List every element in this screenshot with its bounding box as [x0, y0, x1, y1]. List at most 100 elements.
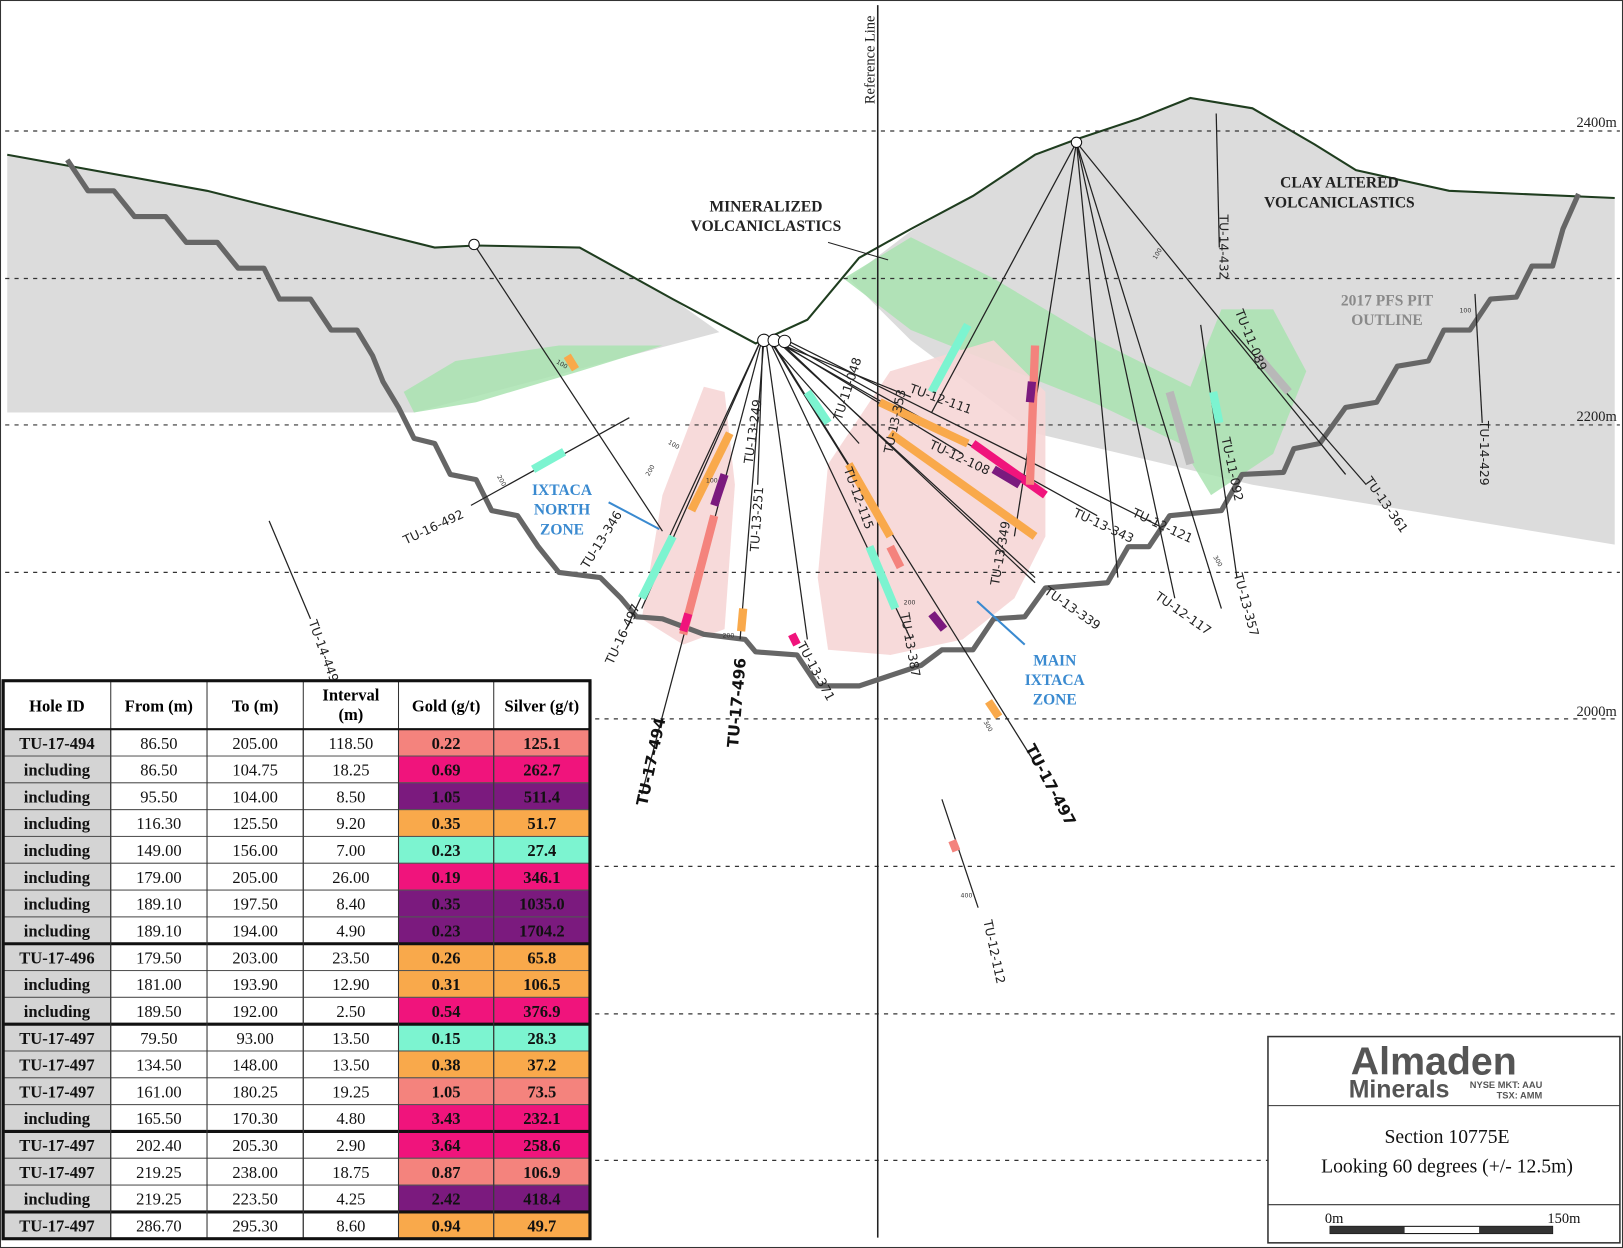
table-cell [302, 1184, 400, 1213]
table-cell-text: 12.90 [332, 975, 369, 994]
table-cell [302, 996, 400, 1025]
table-cell-text: including [24, 975, 91, 994]
table-cell-text: 148.00 [232, 1056, 278, 1075]
table-cell-text: TU-17-497 [19, 1217, 94, 1236]
table-cell-text: 125.50 [232, 814, 278, 833]
table-cell [2, 889, 112, 918]
table-cell-text: 8.40 [336, 895, 365, 914]
table-cell-text: 0.23 [432, 841, 461, 860]
table-cell-text: 189.10 [136, 895, 182, 914]
pit-label: OUTLINE [1351, 312, 1423, 329]
table-cell [2, 782, 112, 811]
table-header: Interval (m) [322, 685, 379, 724]
table-cell-text: 202.40 [136, 1136, 182, 1155]
table-cell-text: 134.50 [136, 1056, 182, 1075]
table-cell-text: 205.00 [232, 868, 278, 887]
table-cell-text: 0.94 [432, 1217, 461, 1236]
table-cell-text: 165.50 [136, 1109, 182, 1128]
elevation-label: 2200m [1577, 409, 1618, 425]
table-cell [2, 996, 112, 1025]
table-cell-text: TU-17-497 [19, 1136, 94, 1155]
table-cell [397, 862, 495, 891]
table-cell-text: 3.64 [432, 1136, 461, 1155]
table-header: From (m) [125, 697, 193, 716]
table-cell [302, 728, 400, 757]
table-cell-text: 156.00 [232, 841, 278, 860]
table-cell-text: TU-17-496 [19, 948, 94, 967]
table-cell-text: TU-17-497 [19, 1082, 94, 1101]
table-cell-text: 118.50 [328, 734, 373, 753]
table-cell [2, 809, 112, 837]
table-cell [206, 916, 304, 945]
title-block: Almaden Minerals NYSE MKT: AAU TSX: AMM … [1267, 1035, 1621, 1244]
table-cell [493, 862, 591, 891]
table-cell [206, 1050, 304, 1079]
table-cell-text: 0.31 [432, 975, 461, 994]
depth-markers: 100 200 100 200 100 200 300 400 200 300 … [495, 247, 1471, 899]
table-cell-text: 104.75 [232, 761, 278, 780]
table-cell-text: 0.35 [432, 895, 461, 914]
table-cell-text: 106.5 [523, 975, 560, 994]
table-cell-text: 161.00 [136, 1082, 182, 1101]
table-cell-text: including [24, 1002, 91, 1021]
main-ixtaca-shell [817, 340, 1046, 655]
table-cell [302, 862, 400, 891]
table-cell-text: 73.5 [527, 1082, 556, 1101]
table-cell-text: 28.3 [527, 1029, 556, 1048]
table-cell [206, 1077, 304, 1106]
table-cell-text: 37.2 [527, 1056, 556, 1075]
table-cell-text: 0.87 [432, 1163, 461, 1182]
table-cell [493, 1157, 591, 1186]
table-cell [110, 835, 208, 864]
table-cell-text: including [24, 868, 91, 887]
table-cell [302, 755, 400, 784]
table-cell-text: 205.30 [232, 1136, 278, 1155]
table-cell [493, 1104, 591, 1132]
table-cell-text: 149.00 [136, 841, 182, 860]
zone-label: CLAY ALTERED [1280, 175, 1399, 192]
logo-ticker: NYSE MKT: AAU [1470, 1080, 1543, 1090]
table-cell [110, 1077, 208, 1106]
depth-marker: 100 [667, 439, 681, 451]
table-cell [206, 1157, 304, 1186]
clay-zone-left [7, 154, 720, 413]
table-cell-text: 0.23 [432, 922, 461, 941]
table-cell-text: 2.90 [336, 1136, 365, 1155]
table-cell-text: 179.50 [136, 948, 182, 967]
table-cell-text: 0.38 [432, 1056, 461, 1075]
table-cell-text: 181.00 [136, 975, 182, 994]
table-cell-text: TU-17-497 [19, 1056, 94, 1075]
table-cell [493, 1023, 591, 1052]
table-cell-text: 179.00 [136, 868, 182, 887]
pit-label: 2017 PFS PIT [1341, 292, 1434, 309]
header-word: (m) [338, 705, 363, 724]
table-cell-text: 95.50 [140, 787, 177, 806]
table-cell [206, 1211, 304, 1240]
mineralized-zone-right [843, 237, 1307, 496]
scale-label: 150m [1547, 1211, 1581, 1227]
scale-label: 0m [1325, 1211, 1344, 1227]
table-cell-text: 189.50 [136, 1002, 182, 1021]
table-header: Silver (g/t) [505, 697, 580, 716]
table-cell-text: 13.50 [332, 1056, 369, 1075]
table-cell-text: 93.00 [237, 1029, 274, 1048]
table-cell [110, 1023, 208, 1052]
table-cell [397, 835, 495, 864]
depth-marker: 100 [706, 478, 718, 485]
elevation-label: 2000m [1577, 704, 1618, 720]
zone-label: NORTH [534, 502, 590, 519]
table-cell [2, 970, 112, 998]
assay-table: Hole ID From (m) To (m) Interval (m) Gold (g/… [1, 679, 592, 1241]
table-cell-text: 18.75 [332, 1163, 369, 1182]
logo-ticker: TSX: AMM [1497, 1090, 1543, 1100]
table-cell-text: 9.20 [336, 814, 365, 833]
table-cell-text: 1704.2 [519, 922, 565, 941]
table-cell [110, 970, 208, 998]
table-cell-text: 8.60 [336, 1217, 365, 1236]
hole-label: TU-14-429 [1477, 420, 1492, 486]
table-cell-text: 23.50 [332, 948, 369, 967]
table-cell [2, 862, 112, 891]
table-cell-text: 180.25 [232, 1082, 278, 1101]
table-cell [302, 889, 400, 918]
table-cell [2, 1130, 112, 1159]
